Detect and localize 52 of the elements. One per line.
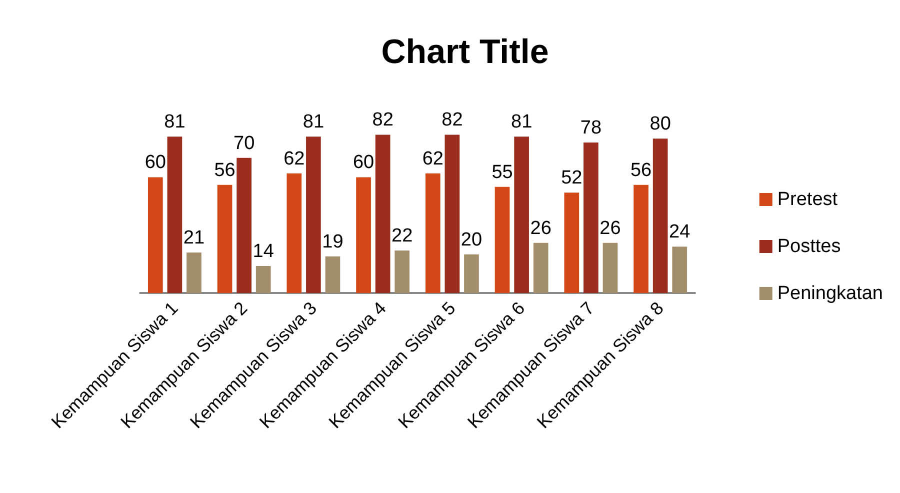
bar bbox=[256, 266, 271, 293]
bar bbox=[356, 177, 371, 293]
bar bbox=[444, 134, 460, 293]
bar bbox=[464, 254, 479, 293]
legend-label: Peningkatan bbox=[777, 283, 884, 304]
bar bbox=[425, 173, 440, 293]
bar bbox=[186, 252, 202, 293]
data-label: 62 bbox=[422, 148, 444, 170]
data-label: 81 bbox=[164, 112, 186, 133]
data-label: 78 bbox=[580, 117, 602, 138]
data-label: 24 bbox=[669, 222, 691, 243]
bar bbox=[533, 242, 548, 293]
bar bbox=[652, 138, 668, 293]
data-label: 26 bbox=[530, 218, 552, 239]
data-label: 52 bbox=[561, 168, 582, 189]
bar bbox=[306, 136, 321, 293]
data-label: 56 bbox=[630, 160, 652, 181]
bar bbox=[375, 134, 390, 293]
bar bbox=[286, 173, 302, 293]
bar bbox=[584, 142, 598, 293]
bar bbox=[148, 177, 163, 293]
data-label: 20 bbox=[460, 229, 482, 250]
data-label: 14 bbox=[252, 240, 274, 262]
bar bbox=[564, 192, 580, 293]
data-label: 82 bbox=[372, 110, 394, 131]
bar bbox=[325, 256, 340, 293]
data-label: 70 bbox=[233, 132, 255, 154]
data-label: 56 bbox=[214, 160, 236, 181]
data-label: 22 bbox=[392, 226, 413, 247]
bar bbox=[167, 136, 182, 293]
data-label: 19 bbox=[322, 231, 344, 252]
data-label: 55 bbox=[492, 162, 513, 183]
data-label: 81 bbox=[302, 112, 324, 133]
data-label: 81 bbox=[510, 112, 532, 133]
bar bbox=[514, 136, 529, 293]
data-label: 82 bbox=[442, 110, 463, 131]
chart-title: Chart Title bbox=[381, 33, 549, 71]
legend-label: Pretest bbox=[777, 189, 838, 210]
bar bbox=[394, 250, 410, 293]
bar bbox=[217, 184, 232, 293]
data-label: 60 bbox=[144, 152, 166, 174]
data-label: 21 bbox=[183, 227, 205, 248]
legend-label: Posttes bbox=[777, 236, 841, 257]
bar bbox=[236, 158, 252, 293]
data-label: 26 bbox=[600, 218, 621, 239]
data-label: 80 bbox=[650, 114, 671, 135]
bar bbox=[672, 246, 688, 293]
data-label: 62 bbox=[284, 148, 305, 170]
data-label: 60 bbox=[352, 152, 374, 174]
bar bbox=[494, 186, 510, 293]
bar bbox=[602, 242, 618, 293]
bar bbox=[634, 184, 648, 293]
